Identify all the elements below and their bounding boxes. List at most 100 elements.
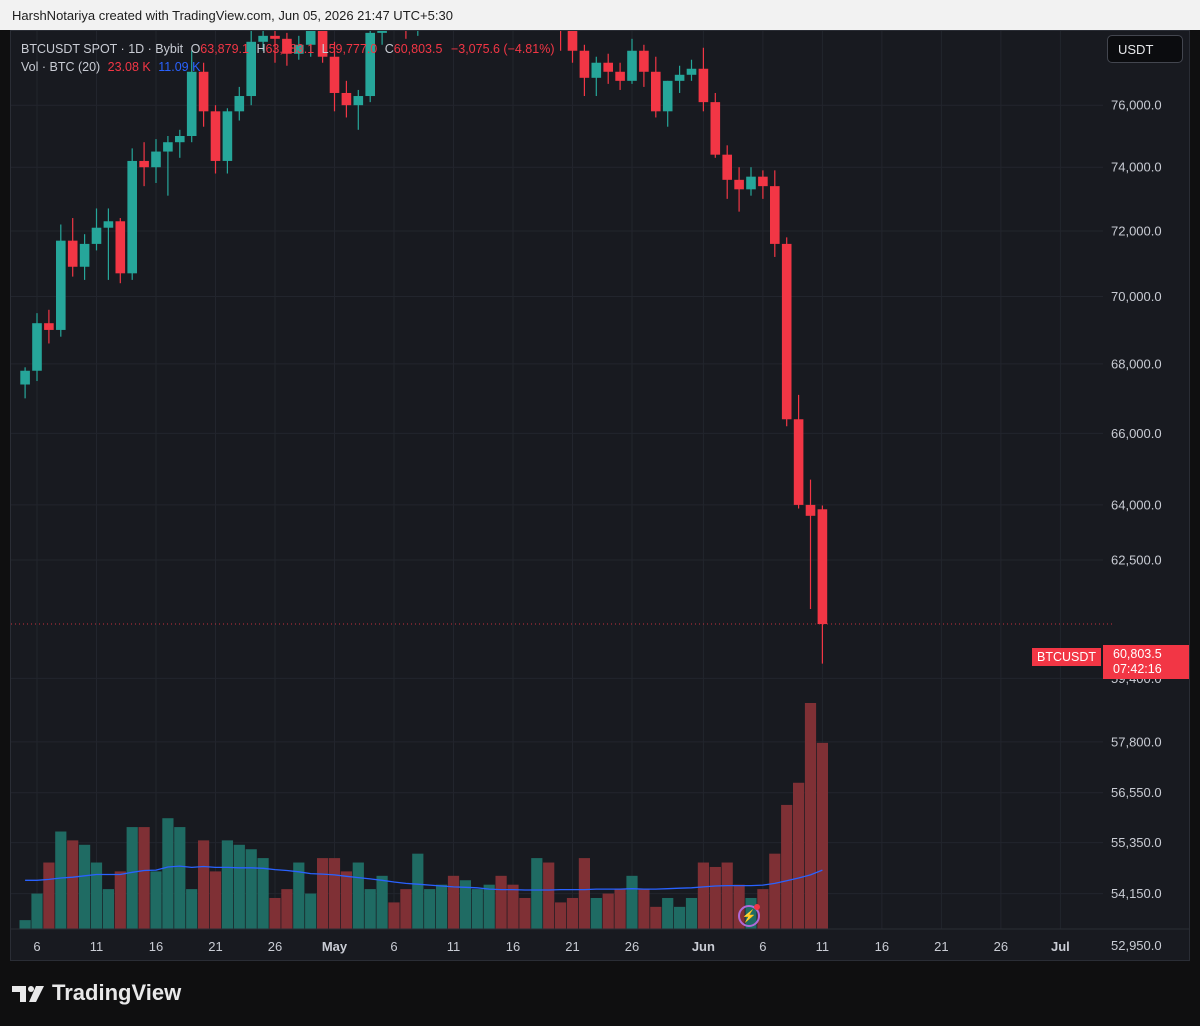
volume-bar: [662, 897, 674, 929]
candle: [127, 148, 137, 280]
candle-body: [365, 32, 375, 97]
candle-body: [698, 68, 709, 103]
candle: [353, 89, 364, 130]
low-label: L: [321, 42, 329, 56]
footer-brand[interactable]: TradingView: [52, 980, 182, 1005]
candle: [793, 394, 804, 509]
time-tick-label: Jul: [1051, 939, 1070, 954]
candle-body: [805, 504, 816, 516]
time-tick-label: 26: [268, 939, 282, 954]
high-label: H: [256, 42, 266, 56]
candle: [639, 44, 649, 87]
candle-body: [103, 221, 114, 228]
candle: [674, 65, 685, 93]
price-axis: 88,000.086,000.084,000.082,000.080,000.0…: [1111, 37, 1162, 953]
volume-bar: [531, 858, 543, 929]
candle: [591, 56, 602, 97]
candle-body: [662, 80, 673, 112]
candle: [722, 145, 732, 199]
candle: [662, 80, 673, 127]
candle: [67, 218, 78, 277]
volume-bar: [67, 840, 79, 929]
volume-bar: [233, 844, 245, 929]
candle: [746, 167, 756, 196]
volume-bar: [400, 889, 412, 929]
candle: [770, 170, 780, 257]
footer: TradingView: [0, 962, 1200, 1026]
candle: [781, 237, 792, 427]
candle: [20, 367, 30, 399]
candle: [686, 59, 697, 81]
candle-body: [758, 176, 768, 187]
price-tick-label: 74,000.0: [1111, 160, 1162, 175]
candle: [151, 139, 161, 183]
volume-bar: [578, 858, 590, 929]
time-tick-label: 26: [994, 939, 1008, 954]
volume-bar: [305, 893, 317, 929]
currency-button[interactable]: USDT: [1107, 35, 1183, 63]
candle-body: [722, 154, 732, 180]
volume-bar: [209, 871, 222, 929]
candle-body: [305, 31, 316, 45]
time-axis: 6 11 16 21 26 May 6 11 16 21 26 Jun 6 11 16 21 26 Jul: [11, 928, 1189, 954]
last-price-value: 60,803.5: [1113, 647, 1162, 661]
close-label: C: [384, 42, 394, 56]
chart-pane[interactable]: 88,000.086,000.084,000.082,000.080,000.0…: [10, 30, 1190, 961]
time-tick-label: 16: [149, 939, 163, 954]
volume-bar: [281, 889, 293, 929]
volume-label[interactable]: Vol · BTC (20): [21, 60, 101, 74]
price-tick-label: 76,000.0: [1111, 98, 1162, 113]
price-tick-label: 68,000.0: [1111, 356, 1162, 371]
candle-body: [246, 41, 256, 97]
candle: [377, 31, 387, 45]
candle-body: [163, 142, 173, 152]
candle: [210, 105, 221, 174]
volume-bar: [507, 884, 519, 929]
candle-body: [175, 135, 185, 143]
candle: [567, 31, 578, 63]
lightning-icon[interactable]: ⚡: [738, 905, 760, 927]
candle: [294, 35, 304, 60]
volume-bar: [769, 853, 781, 929]
grid: [11, 31, 1103, 929]
tradingview-logo-icon: [12, 986, 44, 1002]
low-value: 59,777.0: [328, 42, 378, 56]
volume-bar: [519, 897, 531, 929]
candle: [710, 92, 721, 158]
candle: [615, 62, 625, 90]
candle-body: [79, 243, 90, 267]
volume-bar: [79, 844, 91, 929]
candle: [417, 31, 419, 36]
candle-body: [317, 31, 328, 57]
symbol-label[interactable]: BTCUSDT SPOT · 1D · Bybit: [21, 42, 184, 56]
candle: [305, 31, 316, 57]
volume-series: [19, 703, 828, 929]
candle: [603, 53, 613, 84]
volume-bar: [650, 906, 662, 929]
time-tick-label: 26: [625, 939, 639, 954]
volume-bar: [495, 875, 507, 929]
candle-body: [139, 160, 149, 168]
candle: [405, 31, 407, 39]
volume-bar: [555, 902, 567, 929]
time-tick-label: 11: [447, 939, 461, 954]
volume-bar: [376, 875, 388, 929]
volume-ma-value: 11.09 K: [158, 60, 201, 74]
volume-bar: [221, 840, 233, 929]
price-tick-label: 56,550.0: [1111, 785, 1162, 800]
candle: [317, 31, 328, 63]
notification-dot-icon: [754, 904, 760, 910]
volume-bar: [638, 889, 650, 929]
candle-body: [210, 111, 221, 161]
candle-body: [579, 50, 590, 78]
candle: [734, 167, 744, 212]
candle-body: [222, 111, 233, 161]
price-chart[interactable]: 88,000.086,000.084,000.082,000.080,000.0…: [11, 31, 1189, 960]
candle: [270, 31, 280, 63]
candle-body: [115, 221, 126, 274]
time-tick-label: 11: [90, 939, 104, 954]
candle: [234, 86, 245, 121]
volume-bar: [317, 858, 329, 929]
candle: [579, 44, 590, 97]
volume-bar: [459, 880, 471, 929]
